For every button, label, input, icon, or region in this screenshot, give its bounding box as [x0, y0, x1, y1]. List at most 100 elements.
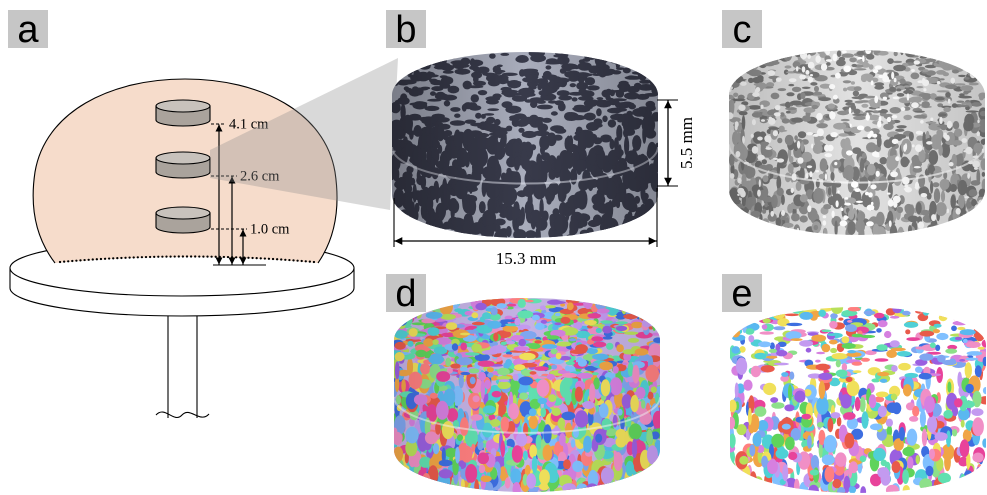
pore — [729, 71, 738, 81]
pore — [410, 221, 421, 231]
pore-segment — [830, 347, 838, 354]
height-label-bottom: 1.0 cm — [250, 222, 290, 238]
pore-segment — [626, 475, 639, 491]
void-speck — [743, 229, 749, 232]
pore-segment — [399, 471, 409, 486]
void-speck — [779, 52, 783, 57]
pore-segment — [417, 475, 423, 482]
pore-segment — [845, 376, 853, 383]
pore-segment — [892, 307, 902, 314]
pore — [976, 217, 984, 232]
pore-segment — [877, 320, 888, 328]
pore-segment — [952, 320, 968, 326]
pore-segment — [768, 348, 778, 353]
pore-segment — [919, 409, 927, 428]
sample-texture — [730, 307, 986, 493]
pore-segment — [941, 444, 955, 461]
pore — [981, 67, 985, 77]
pore-segment — [425, 303, 437, 310]
void-speck — [974, 55, 982, 63]
zoom-wedge — [210, 58, 398, 210]
pore-segment — [860, 486, 867, 493]
pore-segment — [972, 452, 984, 463]
pore-segment — [637, 298, 648, 317]
pore-segment — [943, 409, 953, 419]
pore-segment — [964, 362, 972, 379]
pore-segment — [951, 325, 957, 332]
pore-segment — [885, 484, 900, 493]
pore — [747, 225, 755, 235]
pore — [952, 54, 960, 60]
pore-segment — [653, 301, 660, 311]
pore-segment — [404, 482, 414, 492]
pore — [640, 56, 648, 65]
pore-segment — [959, 359, 966, 362]
pore — [979, 207, 985, 217]
pore — [633, 227, 640, 238]
pore-segment — [648, 478, 660, 492]
pore — [923, 230, 929, 235]
pore-segment — [639, 298, 648, 310]
pore-segment — [744, 480, 750, 493]
pore-segment — [838, 317, 844, 321]
pore-segment — [966, 452, 971, 469]
pore-segment — [638, 471, 653, 490]
pore-segment — [832, 478, 842, 489]
pore-segment — [752, 432, 762, 447]
pore — [730, 50, 736, 65]
pore-segment — [403, 481, 415, 491]
pore-segment — [642, 473, 649, 482]
pore — [644, 216, 658, 225]
pore-segment — [423, 483, 429, 492]
pore-segment — [612, 481, 625, 492]
pore-segment — [816, 396, 829, 415]
pore — [761, 225, 770, 234]
pore-segment — [750, 413, 760, 433]
pore-segment — [818, 309, 826, 317]
pore — [581, 233, 588, 238]
pore — [729, 64, 734, 75]
pore-segment — [639, 479, 654, 488]
pore — [652, 65, 658, 76]
pore-segment — [847, 350, 857, 354]
pore — [937, 50, 945, 55]
void-speck — [965, 64, 969, 69]
pore-segment — [635, 307, 644, 317]
pore-segment — [859, 455, 867, 463]
void-speck — [972, 216, 979, 221]
pore — [400, 223, 414, 231]
pore — [399, 226, 410, 238]
height-annotations: 4.1 cm 2.6 cm 1.0 cm — [211, 117, 290, 266]
pore-segment — [957, 371, 962, 388]
pore — [970, 59, 980, 71]
pore — [398, 228, 413, 238]
pore-segment — [918, 372, 932, 380]
pore — [746, 50, 751, 57]
pore-segment — [874, 312, 885, 319]
pore-segment — [929, 342, 936, 349]
pore — [418, 224, 424, 238]
pore — [636, 52, 646, 69]
pore-segment — [964, 474, 973, 483]
pore-segment — [968, 474, 976, 488]
pore-segment — [971, 408, 984, 416]
pore — [651, 55, 658, 69]
pore — [601, 230, 611, 238]
pore-segment — [934, 432, 948, 441]
dome-outline — [32, 78, 338, 264]
pore-segment — [407, 482, 413, 492]
pore-segment — [843, 475, 851, 493]
pore — [974, 221, 981, 234]
pore-segment — [598, 486, 604, 492]
pore-segment — [936, 307, 948, 317]
pore-segment — [410, 484, 417, 492]
pore-segment — [970, 307, 980, 316]
pore-segment — [960, 419, 965, 428]
pore-segment — [785, 307, 798, 312]
pore-segment — [394, 479, 400, 490]
pore-segment — [879, 378, 888, 383]
panel-b-microct-volume — [392, 52, 658, 238]
pore-segment — [770, 397, 779, 403]
pore-segment — [952, 429, 958, 437]
pore-segment — [886, 402, 899, 414]
